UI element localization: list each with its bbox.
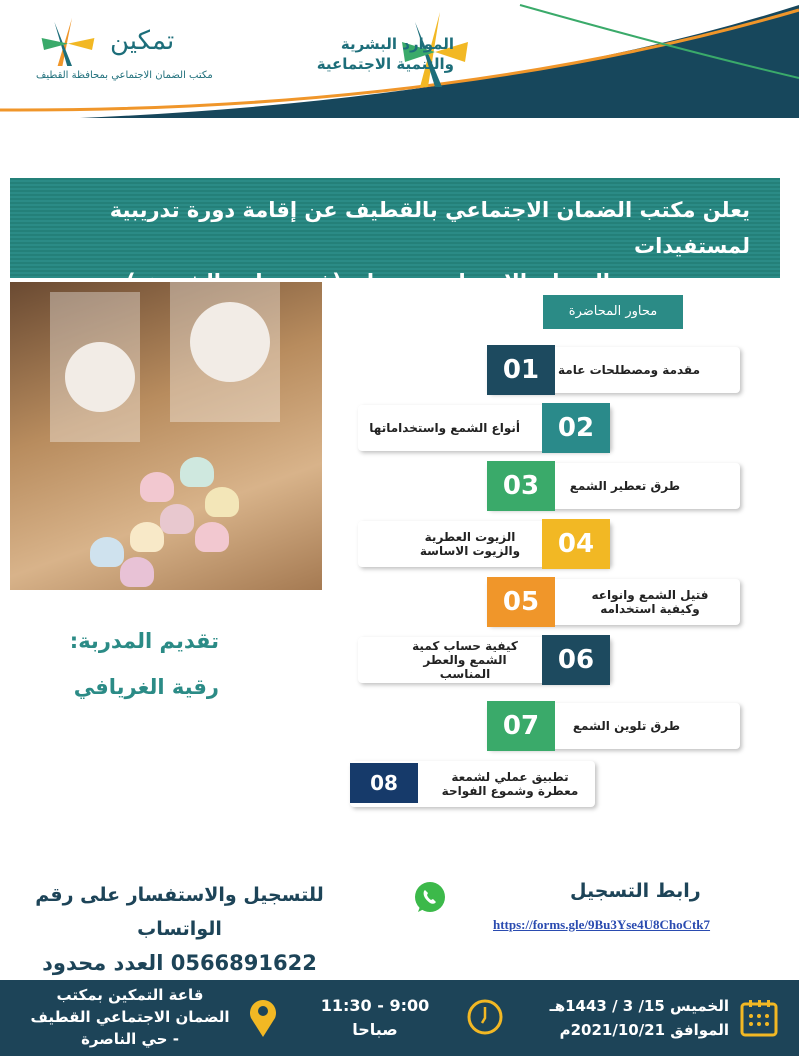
phone-line: 0566891622 العدد محدود [42, 951, 317, 975]
tamkeen-logo-icon [41, 18, 95, 66]
tamkeen-subtitle: مكتب الضمان الاجتماعي بمحافظة القطيف [36, 70, 213, 81]
date-hijri: الخميس 15/ 3 / 1443هـ [549, 997, 729, 1015]
time-period: صباحا [352, 1020, 398, 1039]
tamkeen-logo: تمكين [110, 26, 175, 56]
topic-number: 05 [487, 577, 555, 627]
clock-icon [467, 999, 503, 1035]
time-range: 11:30 - 9:00 [320, 996, 430, 1015]
topic-number: 08 [350, 763, 418, 803]
topic-item: تطبيق عملي لشمعة معطرة وشموع الفواحة 08 [350, 761, 595, 807]
registration-label: رابط التسجيل [570, 880, 701, 902]
candles-photo [10, 282, 322, 590]
topic-item: فتيل الشمع وانواعه وكيفية استخدامه 05 [487, 577, 740, 627]
whatsapp-text: للتسجيل والاستفسار على رقم الواتساب [35, 884, 324, 940]
announcement-line1: يعلن مكتب الضمان الاجتماعي بالقطيف عن إق… [109, 198, 750, 258]
location-pin-icon [250, 1000, 276, 1037]
topics-title: محاور المحاضرة [543, 295, 683, 329]
location-line1: قاعة التمكين بمكتب [56, 986, 204, 1004]
topic-item: طرق تعطير الشمع 03 [487, 461, 740, 511]
whatsapp-icon [415, 882, 445, 912]
location-line2: الضمان الاجتماعي القطيف [30, 1008, 230, 1026]
ministry-logo-line1: الموارد البشرية [340, 35, 454, 53]
topic-item: 02 أنواع الشمع واستخداماتها [358, 403, 610, 453]
topic-item: 04 الزيوت العطرية والزيوت الاساسة [358, 519, 610, 569]
ministry-logo-icon [402, 12, 468, 87]
trainer-label: تقديم المدربة: [69, 629, 219, 653]
topic-item: مقدمة ومصطلحات عامة 01 [487, 345, 740, 395]
registration-link[interactable]: https://forms.gle/9Bu3Yse4U8ChoCtk7 [493, 917, 711, 932]
announcement-banner: يعلن مكتب الضمان الاجتماعي بالقطيف عن إق… [10, 178, 780, 294]
trainer-name: رقية الغريافي [73, 675, 219, 699]
ministry-logo-line2: والتنمية الاجتماعية [316, 55, 454, 73]
trainer: تقديم المدربة: رقية الغريافي [70, 618, 219, 710]
topic-number: 06 [542, 635, 610, 685]
topic-item: طرق تلوين الشمع 07 [487, 701, 740, 751]
topic-number: 07 [487, 701, 555, 751]
topic-number: 02 [542, 403, 610, 453]
date-gregorian: الموافق 2021/10/21م [559, 1021, 729, 1039]
calendar-icon [740, 1000, 778, 1037]
topic-number: 04 [542, 519, 610, 569]
topic-item: 06 كيفية حساب كمية الشمع والعطر المناسب [358, 635, 610, 685]
topic-number: 03 [487, 461, 555, 511]
topic-number: 01 [487, 345, 555, 395]
location-line3: - حي الناصرة [81, 1030, 179, 1048]
footer-bar: الخميس 15/ 3 / 1443هـ الموافق 2021/10/21… [0, 980, 799, 1056]
